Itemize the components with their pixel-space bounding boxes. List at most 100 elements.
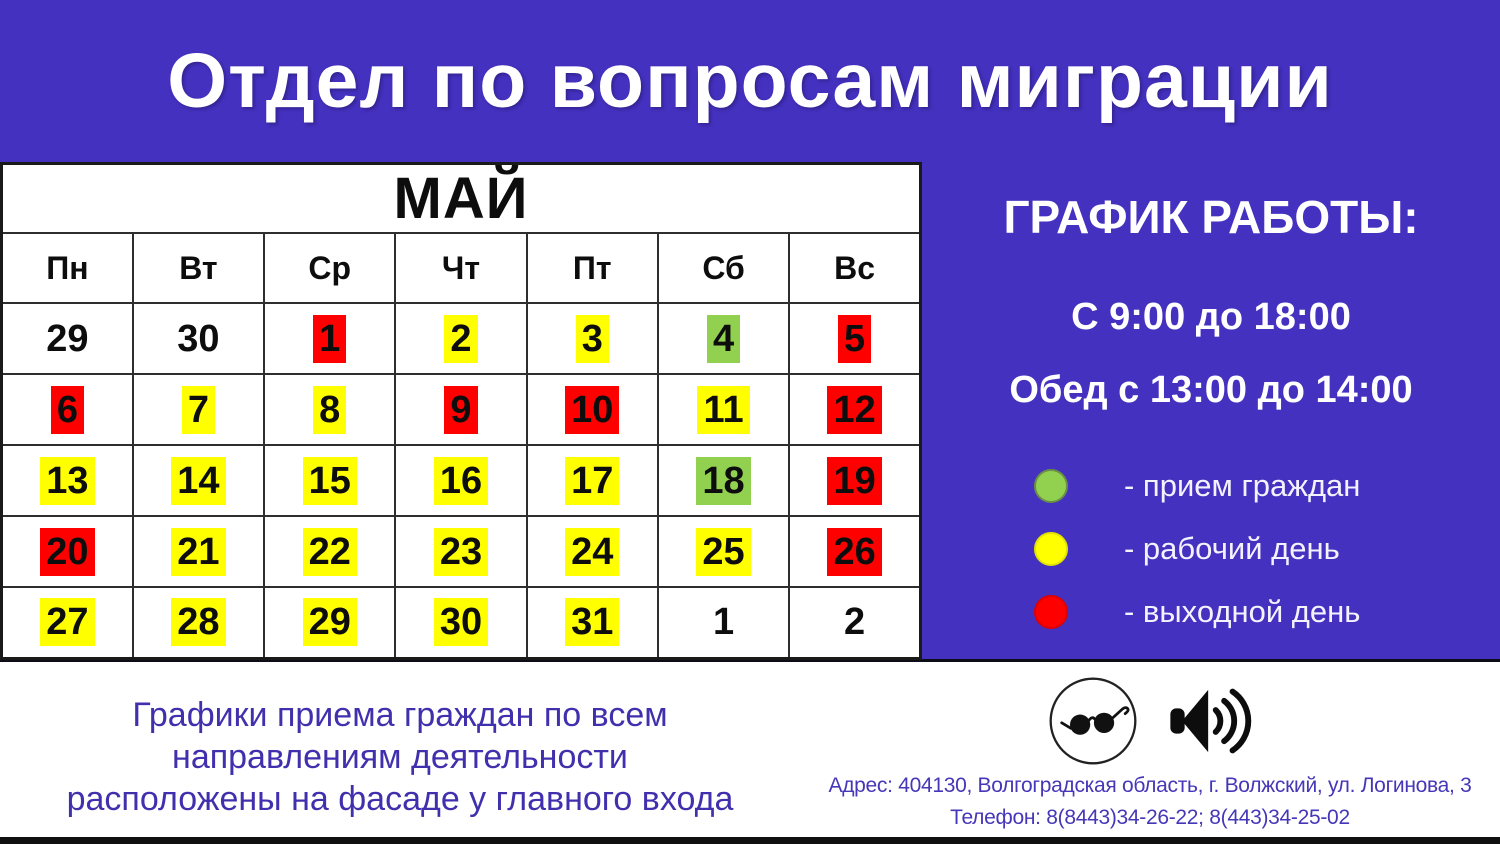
calendar-day-cell: 2 — [788, 586, 922, 659]
day-header-чт: Чт — [394, 232, 528, 304]
calendar-day-headers: Пн Вт Ср Чт Пт Сб Вс — [0, 232, 922, 304]
day-number: 15 — [302, 456, 357, 505]
day-number: 10 — [565, 385, 620, 434]
day-number: 13 — [40, 456, 95, 505]
calendar-day-cell: 23 — [394, 515, 528, 588]
calendar-day-cell: 24 — [525, 515, 659, 588]
day-number: 29 — [46, 317, 89, 360]
calendar-day-cell: 4 — [656, 302, 791, 375]
calendar-day-cell: 26 — [788, 515, 922, 588]
day-header-пт: Пт — [525, 232, 659, 304]
calendar-day-cell: 7 — [131, 373, 266, 446]
day-number: 25 — [696, 527, 751, 576]
calendar-day-cell: 30 — [131, 302, 266, 375]
calendar-month-row: МАЙ — [0, 162, 922, 234]
day-off-dot — [1034, 595, 1068, 629]
calendar-day-cell: 11 — [656, 373, 791, 446]
footer-section: Графики приема граждан по всем направлен… — [0, 662, 1500, 834]
calendar-day-cell: 1 — [263, 302, 397, 375]
calendar-body: 29 30 1 2 3 4 5 6 7 8 9 10 11 12 13 14 15 16 17 18 19 20 21 22 2… — [0, 302, 922, 659]
calendar-day-cell: 27 — [0, 586, 134, 659]
calendar-day-cell: 16 — [394, 444, 528, 517]
calendar-week-row: 27 28 29 30 31 1 2 — [0, 586, 922, 659]
day-number: 31 — [565, 598, 620, 647]
calendar-week-row: 13 14 15 16 17 18 19 — [0, 444, 922, 517]
legend-item: - рабочий день — [1034, 531, 1500, 567]
legend-label: - рабочий день — [1124, 531, 1340, 566]
calendar-day-cell: 2 — [394, 302, 528, 375]
day-number: 28 — [171, 598, 226, 647]
calendar-month-title: МАЙ — [0, 162, 922, 234]
footer-note-line: расположены на фасаде у главного входа — [66, 780, 734, 818]
calendar-day-cell: 9 — [394, 373, 528, 446]
glasses-icon[interactable] — [1047, 675, 1139, 767]
calendar-day-cell: 17 — [525, 444, 659, 517]
day-number: 6 — [50, 385, 84, 434]
day-number: 2 — [444, 314, 478, 363]
day-number: 1 — [313, 314, 347, 363]
calendar-day-cell: 29 — [0, 302, 134, 375]
legend-item: - выходной день — [1034, 594, 1500, 630]
schedule-hours: С 9:00 до 18:00 — [1071, 296, 1351, 338]
legend: - прием граждан - рабочий день - выходной … — [1034, 468, 1500, 630]
day-number: 3 — [575, 314, 609, 363]
day-number: 8 — [313, 385, 347, 434]
footer-note-line: Графики приема граждан по всем — [132, 696, 668, 734]
main-section: МАЙ Пн Вт Ср Чт Пт Сб Вс 29 30 1 2 3 4 5 6 7 8 9 10 11 12 13… — [0, 162, 1500, 662]
day-number: 9 — [444, 385, 478, 434]
calendar-day-cell: 29 — [263, 586, 397, 659]
calendar-day-cell: 6 — [0, 373, 134, 446]
day-number: 18 — [696, 456, 751, 505]
work-day-dot — [1034, 532, 1068, 566]
day-header-пн: Пн — [0, 232, 134, 304]
day-number: 26 — [827, 527, 882, 576]
accessibility-icons — [800, 672, 1500, 770]
day-header-вт: Вт — [131, 232, 266, 304]
speaker-icon[interactable] — [1165, 679, 1253, 763]
footer-note: Графики приема граждан по всем направлен… — [0, 662, 800, 834]
calendar-day-cell: 14 — [131, 444, 266, 517]
bottom-bar — [0, 837, 1500, 844]
calendar-day-cell: 5 — [788, 302, 922, 375]
day-number: 21 — [171, 527, 226, 576]
legend-label: - выходной день — [1124, 594, 1361, 629]
day-number: 30 — [433, 598, 489, 647]
calendar-day-cell: 13 — [0, 444, 134, 517]
day-number: 23 — [433, 527, 489, 576]
calendar-day-cell: 15 — [263, 444, 397, 517]
calendar-day-cell: 18 — [656, 444, 791, 517]
calendar-day-cell: 28 — [131, 586, 266, 659]
page-title: Отдел по вопросам миграции — [167, 37, 1333, 124]
calendar-day-cell: 1 — [656, 586, 791, 659]
legend-item: - прием граждан — [1034, 468, 1500, 504]
calendar-week-row: 29 30 1 2 3 4 5 — [0, 302, 922, 375]
day-number: 1 — [712, 601, 735, 644]
calendar-day-cell: 25 — [656, 515, 791, 588]
day-number: 17 — [565, 456, 620, 505]
calendar-week-row: 20 21 22 23 24 25 26 — [0, 515, 922, 588]
calendar-day-cell: 20 — [0, 515, 134, 588]
header-banner: Отдел по вопросам миграции — [0, 0, 1500, 162]
schedule-lunch: Обед с 13:00 до 14:00 — [1009, 369, 1413, 411]
calendar-day-cell: 31 — [525, 586, 659, 659]
day-number: 7 — [181, 385, 215, 434]
day-header-вс: Вс — [788, 232, 922, 304]
day-number: 12 — [827, 385, 882, 434]
calendar-day-cell: 19 — [788, 444, 922, 517]
legend-label: - прием граждан — [1124, 468, 1361, 503]
day-number: 20 — [40, 527, 95, 576]
calendar-week-row: 6 7 8 9 10 11 12 — [0, 373, 922, 446]
day-number: 19 — [827, 456, 882, 505]
footer-note-line: направлениям деятельности — [172, 738, 628, 776]
work-schedule-panel: ГРАФИК РАБОТЫ: С 9:00 до 18:00 Обед с 13… — [922, 162, 1500, 659]
calendar-day-cell: 21 — [131, 515, 266, 588]
day-number: 11 — [697, 385, 750, 434]
calendar-section: МАЙ Пн Вт Ср Чт Пт Сб Вс 29 30 1 2 3 4 5 6 7 8 9 10 11 12 13… — [0, 162, 922, 660]
calendar-day-cell: 22 — [263, 515, 397, 588]
calendar-day-cell: 10 — [525, 373, 659, 446]
calendar-day-cell: 3 — [525, 302, 659, 375]
day-number: 14 — [171, 456, 226, 505]
day-header-ср: Ср — [263, 232, 397, 304]
day-header-сб: Сб — [656, 232, 791, 304]
